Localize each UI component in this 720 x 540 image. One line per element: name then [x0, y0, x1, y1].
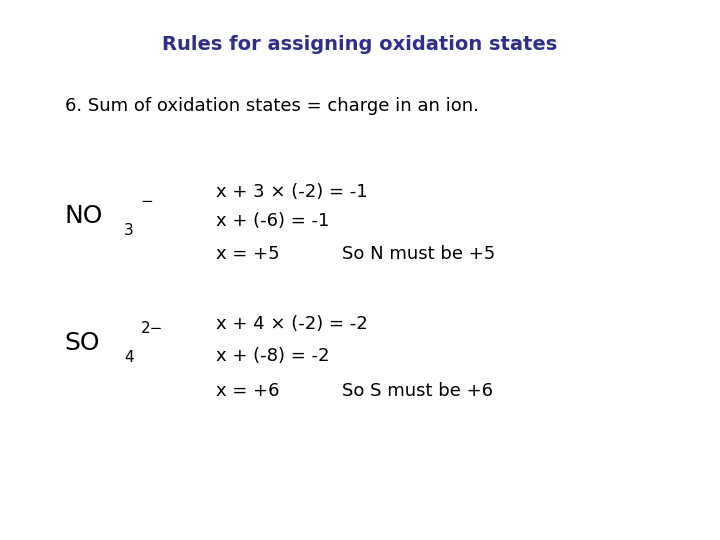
Text: x = +6: x = +6: [216, 382, 279, 401]
Text: x + 4 × (-2) = -2: x + 4 × (-2) = -2: [216, 315, 368, 333]
Text: −: −: [140, 194, 153, 209]
Text: 3: 3: [124, 223, 134, 238]
Text: Rules for assigning oxidation states: Rules for assigning oxidation states: [163, 35, 557, 54]
Text: So N must be +5: So N must be +5: [342, 245, 495, 263]
Text: 4: 4: [124, 350, 133, 365]
Text: NO: NO: [65, 204, 103, 228]
Text: 6. Sum of oxidation states = charge in an ion.: 6. Sum of oxidation states = charge in a…: [65, 97, 479, 115]
Text: SO: SO: [65, 331, 100, 355]
Text: x = +5: x = +5: [216, 245, 279, 263]
Text: x + (-6) = -1: x + (-6) = -1: [216, 212, 329, 231]
Text: x + 3 × (-2) = -1: x + 3 × (-2) = -1: [216, 183, 368, 201]
Text: 2−: 2−: [140, 321, 163, 336]
Text: x + (-8) = -2: x + (-8) = -2: [216, 347, 330, 366]
Text: So S must be +6: So S must be +6: [342, 382, 493, 401]
